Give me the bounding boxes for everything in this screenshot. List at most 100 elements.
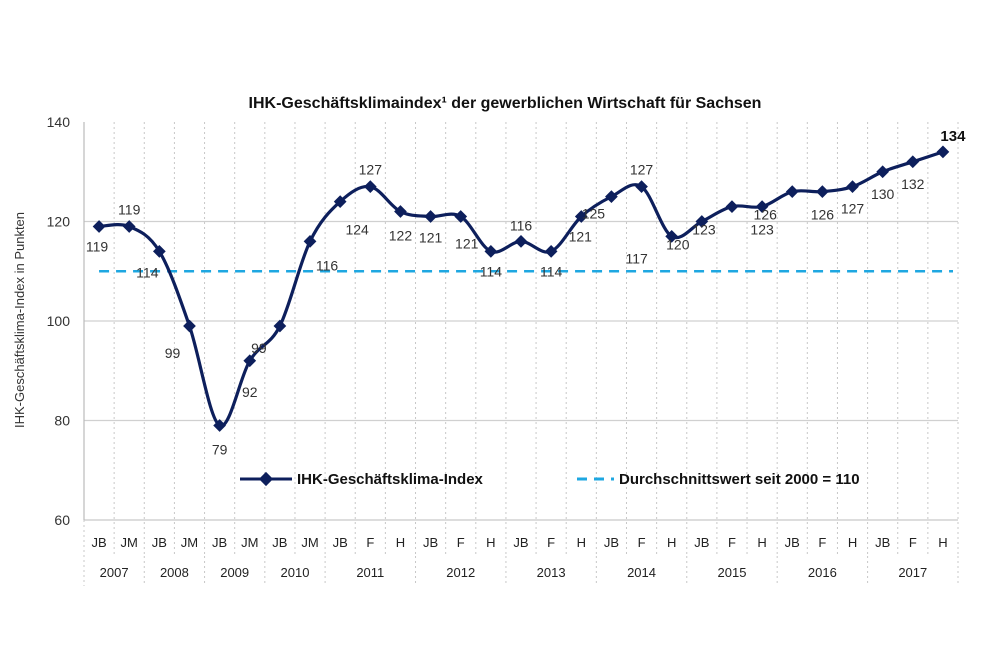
x-tick-label: F [909,535,917,550]
data-label: 114 [540,263,563,279]
data-label: 123 [750,222,774,238]
data-point-marker [484,244,498,258]
x-year-label: 2008 [160,565,189,580]
data-label: 114 [480,263,503,279]
data-label: 116 [316,257,339,273]
data-label: 127 [359,162,383,178]
data-label: 132 [901,176,925,192]
legend-series-marker [258,471,274,487]
data-point-marker [454,210,468,223]
x-tick-label: JB [333,535,348,550]
x-tick-label: H [577,535,586,550]
x-tick-label: JM [241,535,258,550]
x-tick-label: JB [785,535,800,550]
data-label: 99 [251,340,267,356]
x-tick-label: F [366,535,374,550]
data-point-marker [92,220,106,233]
data-point-marker [394,205,407,218]
data-point-marker [876,165,890,179]
data-label: 122 [389,228,413,244]
data-label: 117 [626,250,649,266]
data-point-marker [213,419,226,432]
x-tick-label: JB [212,535,227,550]
y-tick-label: 120 [47,214,71,230]
x-tick-label: F [818,535,826,550]
data-point-marker [424,210,437,223]
x-year-label: 2014 [627,565,656,580]
y-tick-label: 80 [54,413,70,429]
data-label: 120 [666,237,690,253]
data-point-marker [243,354,257,368]
data-label: 124 [345,222,369,238]
series-line [98,150,944,428]
x-year-label: 2015 [718,565,747,580]
x-year-label: 2010 [281,565,310,580]
data-point-marker [725,200,739,213]
y-tick-label: 100 [47,313,71,329]
x-tick-label: F [638,535,646,550]
x-tick-label: H [848,535,857,550]
data-point-marker [183,319,196,333]
data-label: 116 [510,217,533,233]
x-tick-label: H [486,535,495,550]
legend-series-label: IHK-Geschäftsklima-Index [297,471,484,488]
y-tick-label: 140 [47,114,71,130]
x-tick-label: JM [121,535,138,550]
x-year-label: 2009 [220,565,249,580]
x-tick-label: JB [604,535,619,550]
data-point-marker [273,319,287,333]
x-tick-label: JB [875,535,890,550]
x-year-label: 2013 [537,565,566,580]
x-tick-label: JB [152,535,167,550]
data-label: 127 [630,162,654,178]
x-tick-label: F [457,535,465,550]
x-year-label: 2007 [100,565,129,580]
data-point-marker [906,155,920,169]
data-label: 130 [871,186,895,202]
x-tick-label: JM [301,535,318,550]
data-label: 92 [242,384,258,400]
x-tick-label: JM [181,535,198,550]
x-tick-label: H [938,535,947,550]
data-label: 79 [212,441,228,457]
data-label: 119 [118,201,141,217]
data-label: 127 [841,201,865,217]
x-tick-label: H [757,535,766,550]
x-tick-label: H [667,535,676,550]
x-tick-label: JB [423,535,438,550]
x-tick-label: F [728,535,736,550]
data-point-marker [846,180,859,194]
x-year-label: 2016 [808,565,837,580]
data-point-marker [303,235,317,248]
x-tick-label: JB [694,535,709,550]
y-tick-label: 60 [54,512,70,528]
data-point-marker [122,220,136,233]
data-point-marker [514,235,528,248]
data-label: 126 [811,207,835,223]
data-label: 134 [940,128,966,145]
data-label: 114 [136,264,159,280]
data-label: 123 [692,222,716,238]
x-year-label: 2012 [446,565,475,580]
x-tick-label: F [547,535,555,550]
legend-reference-label: Durchschnittswert seit 2000 = 110 [619,471,860,488]
data-label: 126 [754,207,778,223]
chart-title: IHK-Geschäftsklimaindex¹ der gewerbliche… [249,95,762,112]
x-year-label: 2017 [898,565,927,580]
data-label: 99 [165,345,181,361]
data-point-marker [816,185,829,199]
x-tick-label: JB [91,535,106,550]
data-label: 121 [419,230,443,246]
x-tick-label: JB [513,535,528,550]
data-label: 121 [569,229,593,245]
x-year-label: 2011 [356,565,384,580]
data-label: 121 [455,236,479,252]
data-point-marker [333,195,347,208]
data-label: 125 [582,206,606,222]
data-point-marker [936,145,950,159]
x-tick-label: JB [272,535,287,550]
y-axis-label: IHK-Geschäftsklima-Index in Punkten [12,212,27,428]
data-point-marker [785,185,799,199]
data-label: 119 [86,238,109,254]
